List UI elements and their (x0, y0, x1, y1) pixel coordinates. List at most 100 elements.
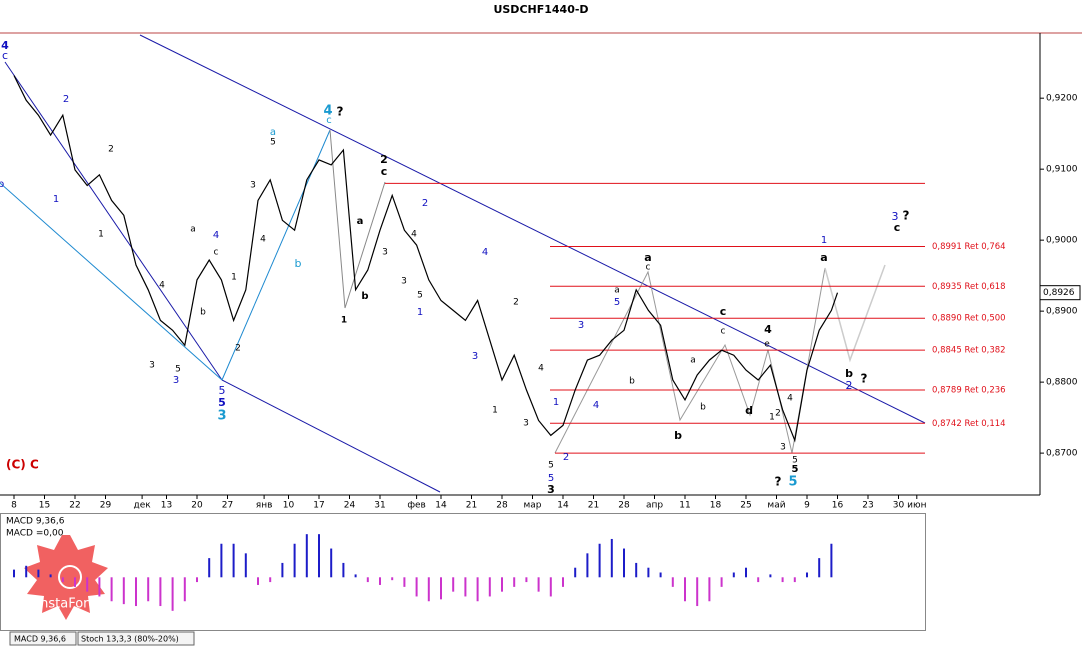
wave-label: 2 (63, 94, 69, 105)
wave-label: d (745, 404, 753, 417)
wave-label: b (700, 403, 706, 413)
y-tick-label: 0,9200 (1046, 94, 1078, 104)
macd-bar (537, 577, 540, 592)
x-tick-label: 28 (618, 501, 630, 511)
x-tick-label: 16 (832, 501, 844, 511)
macd-bar (379, 577, 381, 585)
level-label: 0,8742 Ret 0,114 (932, 419, 1006, 429)
macd-bar (196, 577, 198, 583)
x-tick-label: 18 (710, 501, 722, 511)
logo-icon (58, 565, 82, 589)
macd-bar (488, 577, 491, 597)
wave-label: 3 (472, 351, 478, 362)
macd-bar (598, 543, 601, 578)
wave-label: b (295, 257, 302, 270)
wave-label: c (646, 263, 651, 273)
level-label: 0,8789 Ret 0,236 (932, 385, 1006, 395)
macd-bar (183, 577, 186, 602)
logo-star (24, 535, 108, 620)
copyright: (C) C (6, 458, 39, 472)
x-tick-label: 20 (191, 501, 203, 511)
tab[interactable] (77, 631, 195, 646)
macd-bar (525, 577, 528, 583)
watermark-logo: InstaForex (24, 535, 108, 620)
x-tick-label: мар (523, 501, 541, 511)
macd-bar (427, 577, 430, 602)
macd-bar (476, 577, 479, 602)
x-tick-label: янв (256, 501, 273, 511)
macd-panel (0, 513, 926, 631)
wave-label: 5 (792, 456, 798, 466)
price-line (13, 75, 839, 443)
macd-bar (13, 569, 15, 578)
y-tick-label: 0,9100 (1046, 165, 1078, 175)
x-tick-label: 27 (222, 501, 233, 511)
x-tick-label: апр (646, 501, 663, 511)
wave-line (329, 129, 386, 309)
x-tick-label: 13 (161, 501, 172, 511)
macd-bar (818, 558, 821, 578)
macd-bar (122, 577, 125, 605)
macd-bar (440, 577, 442, 600)
y-tick-label: 0,8700 (1046, 449, 1078, 459)
macd-bar (708, 577, 711, 602)
wave-label: b (674, 429, 682, 442)
trend-line (221, 379, 441, 493)
wave-label: 2 (380, 153, 388, 166)
x-tick-label: 22 (69, 501, 80, 511)
macd-bar (610, 538, 613, 578)
wave-label: 1 (769, 413, 775, 423)
wave-label: c (2, 49, 8, 62)
wave-label: 4 (538, 364, 544, 374)
macd-bar (464, 577, 467, 597)
macd-title: MACD 9,36,6 (6, 517, 65, 527)
macd-bar (232, 543, 235, 578)
wave-label: 1 (492, 406, 498, 416)
chart-title: USDCHF1440-D (493, 3, 588, 16)
wave-label: 1 (821, 235, 827, 246)
wave-label: 3 (578, 320, 584, 331)
x-tick-label: 21 (588, 501, 599, 511)
x-tick-label: 29 (100, 501, 112, 511)
wave-label: 5 (548, 473, 554, 484)
y-tick-label: 0,8800 (1046, 378, 1078, 388)
wave-label: 4 (1, 39, 9, 52)
wave-label: 3 (217, 409, 226, 424)
wave-label: 3 (401, 277, 407, 287)
wave-label: 1 (98, 230, 104, 240)
wave-label: ? (337, 105, 344, 119)
tab-label[interactable]: Stoch 13,3,3 (80%-20%) (81, 635, 179, 644)
x-tick-label: 28 (496, 501, 508, 511)
wave-label: 5 (219, 384, 226, 397)
macd-bar (562, 577, 564, 587)
macd-bar (769, 574, 772, 578)
tab-label[interactable]: MACD 9,36,6 (14, 635, 66, 644)
macd-bar (342, 562, 345, 578)
wave-label: b (629, 377, 635, 387)
macd-bar (293, 543, 296, 578)
wave-label: b (0, 179, 4, 190)
macd-bar (269, 577, 272, 583)
x-tick-label: дек (133, 501, 151, 511)
macd-bar (318, 534, 320, 578)
macd-bar (671, 577, 674, 587)
macd-bar (281, 562, 284, 578)
wave-label: 5 (788, 475, 797, 490)
tab[interactable] (9, 631, 77, 646)
x-tick-label: фев (407, 501, 426, 511)
x-tick-label: 21 (466, 501, 477, 511)
wave-label: c (720, 305, 727, 318)
wave-label: 4 (159, 281, 165, 291)
macd-value: MACD =0,00 (6, 529, 64, 539)
macd-bar (220, 543, 223, 578)
macd-bar (86, 577, 89, 592)
x-tick-label: 8 (11, 501, 17, 511)
macd-bar (305, 534, 308, 578)
macd-bar (720, 577, 723, 587)
macd-bar (330, 548, 333, 578)
macd-bar (110, 577, 113, 602)
level-label: 0,8890 Ret 0,500 (932, 314, 1006, 324)
wave-label: c (326, 115, 332, 126)
macd-bar (574, 567, 577, 578)
wave-label: a (270, 127, 276, 138)
